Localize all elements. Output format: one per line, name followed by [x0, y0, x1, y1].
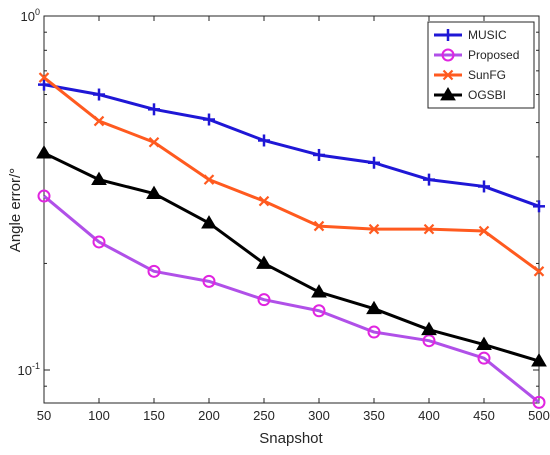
marker-circle [92, 235, 106, 249]
x-tick-label: 350 [363, 408, 385, 423]
series-sunfg [38, 72, 545, 277]
marker-x [533, 266, 545, 277]
legend-label: Proposed [468, 48, 519, 62]
x-tick-label: 450 [473, 408, 495, 423]
marker-triangle [256, 255, 272, 269]
x-tick-label: 250 [253, 408, 275, 423]
legend-label: SunFG [468, 68, 506, 82]
marker-x [423, 223, 435, 235]
marker-x [38, 72, 50, 83]
legend-entry-ogsbi: OGSBI [434, 87, 506, 102]
marker-x [313, 220, 325, 232]
legend-entry-sunfg: SunFG [434, 68, 506, 82]
series-music [38, 78, 545, 213]
marker-triangle [531, 353, 547, 367]
legend-label: MUSIC [468, 28, 507, 42]
marker-x [203, 174, 215, 185]
y-tick-label: 100 [21, 7, 40, 24]
y-tick-label: 10-1 [18, 361, 40, 378]
series-line [43, 76, 540, 273]
marker-x [478, 225, 490, 237]
series-line [43, 151, 540, 363]
marker-circle [257, 293, 271, 307]
marker-triangle [440, 87, 456, 101]
marker-x [258, 195, 270, 207]
marker-circle [422, 334, 436, 348]
marker-triangle [91, 171, 107, 186]
marker-triangle [146, 185, 162, 199]
marker-triangle [476, 336, 492, 350]
marker-circle [367, 325, 381, 339]
marker-triangle [36, 145, 52, 159]
x-tick-label: 150 [143, 408, 165, 423]
marker-triangle [421, 321, 437, 336]
x-tick-label: 200 [198, 408, 220, 423]
marker-circle [532, 395, 546, 409]
x-tick-label: 100 [88, 408, 110, 423]
x-tick-label: 400 [418, 408, 440, 423]
legend-label: OGSBI [468, 88, 506, 102]
marker-circle [147, 264, 161, 278]
marker-triangle [201, 215, 217, 229]
series-ogsbi [36, 145, 547, 367]
x-axis-label: Snapshot [259, 430, 323, 447]
legend: MUSIC Proposed SunFG OGSBI [427, 21, 535, 109]
x-tick-label: 300 [308, 408, 330, 423]
y-axis-label: Angle error/° [7, 168, 24, 252]
x-tick-label: 500 [528, 408, 550, 423]
marker-circle [477, 351, 491, 365]
marker-triangle [311, 284, 327, 298]
marker-circle [312, 304, 326, 318]
marker-circle [37, 189, 51, 203]
x-tick-label: 50 [37, 408, 51, 423]
marker-x [442, 69, 454, 81]
series-line [43, 83, 540, 208]
series-layer [36, 72, 547, 409]
marker-x [148, 136, 160, 148]
marker-circle [202, 274, 216, 288]
marker-x [368, 223, 380, 235]
legend-entry-proposed: Proposed [434, 48, 519, 62]
series-proposed [37, 189, 546, 409]
axis-ticks: 50 100 150 200 250 300 350 400 450 500 100 10-1 [18, 7, 550, 423]
legend-entry-music: MUSIC [434, 28, 507, 42]
marker-triangle [366, 300, 382, 315]
marker-x [93, 115, 105, 127]
series-line [43, 194, 540, 404]
marker-circle [441, 48, 455, 62]
